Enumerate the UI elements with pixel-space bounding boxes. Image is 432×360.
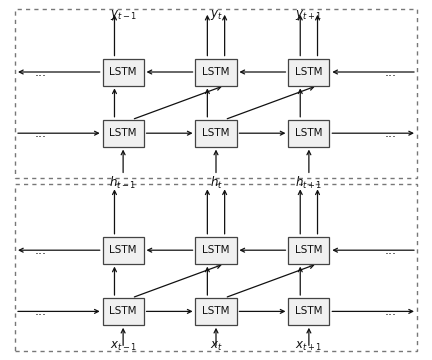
Text: LSTM: LSTM — [202, 245, 230, 255]
FancyBboxPatch shape — [102, 298, 143, 325]
Text: $x_{t+1}$: $x_{t+1}$ — [295, 340, 322, 353]
Text: ...: ... — [35, 66, 47, 78]
FancyBboxPatch shape — [289, 58, 329, 85]
Text: LSTM: LSTM — [295, 245, 323, 255]
Text: ...: ... — [385, 244, 397, 257]
FancyBboxPatch shape — [195, 298, 236, 325]
Text: $y_{t-1}$: $y_{t-1}$ — [110, 8, 137, 22]
Text: $x_t$: $x_t$ — [210, 340, 222, 353]
Text: $h_{t+1}$: $h_{t+1}$ — [295, 175, 323, 190]
Text: $y_{t+1}$: $y_{t+1}$ — [295, 8, 322, 22]
Text: LSTM: LSTM — [295, 128, 323, 138]
Text: $x_{t-1}$: $x_{t-1}$ — [110, 340, 137, 353]
Text: ...: ... — [35, 244, 47, 257]
Text: ...: ... — [385, 305, 397, 318]
Text: ...: ... — [385, 66, 397, 78]
Text: LSTM: LSTM — [202, 306, 230, 316]
Text: LSTM: LSTM — [295, 67, 323, 77]
Text: ...: ... — [35, 127, 47, 140]
Text: LSTM: LSTM — [109, 128, 137, 138]
Text: LSTM: LSTM — [295, 306, 323, 316]
Text: ...: ... — [385, 127, 397, 140]
Text: $h_{t-1}$: $h_{t-1}$ — [109, 175, 137, 190]
FancyBboxPatch shape — [102, 120, 143, 147]
FancyBboxPatch shape — [289, 237, 329, 264]
Text: LSTM: LSTM — [109, 245, 137, 255]
Text: ...: ... — [35, 305, 47, 318]
Text: $y_t$: $y_t$ — [210, 8, 222, 22]
Text: LSTM: LSTM — [202, 128, 230, 138]
Text: LSTM: LSTM — [109, 306, 137, 316]
FancyBboxPatch shape — [102, 237, 143, 264]
FancyBboxPatch shape — [195, 58, 236, 85]
FancyBboxPatch shape — [195, 237, 236, 264]
FancyBboxPatch shape — [289, 298, 329, 325]
Text: LSTM: LSTM — [109, 67, 137, 77]
FancyBboxPatch shape — [102, 58, 143, 85]
FancyBboxPatch shape — [195, 120, 236, 147]
FancyBboxPatch shape — [289, 120, 329, 147]
Text: $h_t$: $h_t$ — [210, 175, 222, 190]
Text: LSTM: LSTM — [202, 67, 230, 77]
